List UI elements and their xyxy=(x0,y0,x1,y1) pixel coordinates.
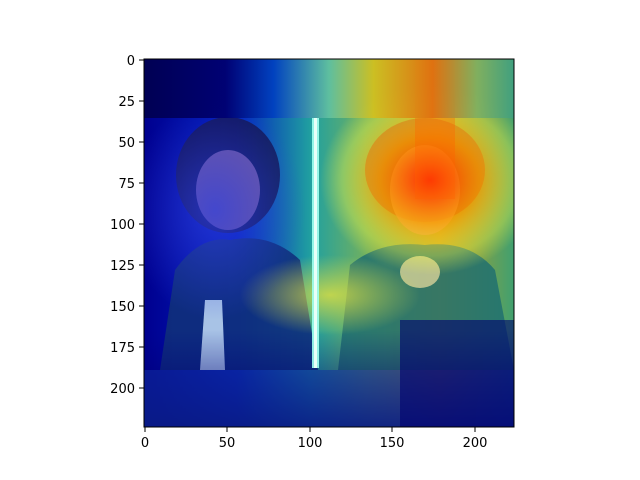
x-tick-label: 100 xyxy=(298,436,323,451)
y-tick-label: 50 xyxy=(118,136,135,151)
y-tick-label: 125 xyxy=(110,259,135,274)
x-tick-label: 150 xyxy=(380,436,405,451)
y-tick-label: 75 xyxy=(118,177,135,192)
axes-frame xyxy=(143,58,515,428)
x-tick-label: 0 xyxy=(141,436,149,451)
overlay-image xyxy=(144,59,514,427)
x-tick-label: 200 xyxy=(463,436,488,451)
y-tick-label: 150 xyxy=(110,300,135,315)
y-tick-label: 200 xyxy=(110,382,135,397)
x-axis: 0 50 100 150 200 xyxy=(141,427,488,451)
y-tick-label: 175 xyxy=(110,341,135,356)
y-tick-label: 0 xyxy=(127,54,135,69)
y-axis: 0 25 50 75 100 125 150 175 200 xyxy=(110,54,144,397)
y-tick-label: 25 xyxy=(118,95,135,110)
y-tick-label: 100 xyxy=(110,218,135,233)
x-tick-label: 50 xyxy=(219,436,236,451)
